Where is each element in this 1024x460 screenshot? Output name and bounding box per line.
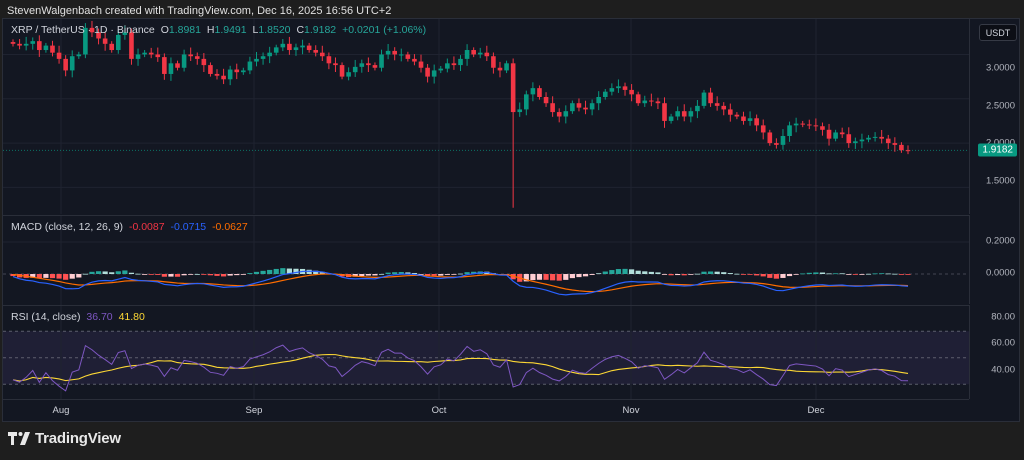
- time-tick-aug: Aug: [52, 405, 70, 416]
- time-tick-sep: Sep: [245, 405, 263, 416]
- price-tick: 1.5000: [985, 175, 1015, 187]
- rsi-legend: RSI (14, close) 36.70 41.80: [11, 311, 148, 323]
- open-label: O: [160, 24, 169, 36]
- rsi-pane[interactable]: RSI (14, close) 36.70 41.80: [3, 305, 969, 400]
- last-price-tag: 1.9182: [978, 143, 1017, 157]
- time-tick-dec: Dec: [807, 405, 825, 416]
- low-label: L: [252, 24, 259, 36]
- candlestick-chart: [3, 19, 969, 214]
- rsi-value: 36.70: [86, 311, 113, 323]
- price-tick: 2.5000: [985, 100, 1015, 112]
- open-value: 1.8981: [168, 24, 201, 36]
- chart-frame: XRP / TetherUS · 1D · Binance O1.8981 H1…: [2, 18, 1020, 422]
- macd-legend: MACD (close, 12, 26, 9) -0.0087 -0.0715 …: [11, 221, 251, 233]
- rsi-ma-value: 41.80: [118, 311, 145, 323]
- time-tick-nov: Nov: [622, 405, 640, 416]
- macd-signal-value: -0.0627: [212, 221, 248, 233]
- change-value: +0.0201 (+1.06%): [342, 24, 427, 36]
- close-value: 1.9182: [304, 24, 337, 36]
- high-label: H: [206, 24, 215, 36]
- high-value: 1.9491: [214, 24, 247, 36]
- tradingview-logo[interactable]: TradingView: [8, 430, 121, 447]
- macd-scale[interactable]: 0.2000 0.0000: [969, 215, 1021, 304]
- rsi-chart: [3, 306, 969, 400]
- rsi-tick: 60.00: [991, 337, 1015, 349]
- currency-button[interactable]: USDT: [979, 24, 1017, 41]
- price-scale[interactable]: USDT 3.0000 2.5000 2.0000 1.5000 1.9182: [969, 19, 1021, 214]
- tradingview-logo-icon: [8, 432, 30, 445]
- brand-name: TradingView: [35, 430, 121, 447]
- time-tick-oct: Oct: [431, 405, 447, 416]
- macd-chart: [3, 216, 969, 305]
- close-label: C: [296, 24, 305, 36]
- macd-pane[interactable]: MACD (close, 12, 26, 9) -0.0087 -0.0715 …: [3, 215, 969, 305]
- macd-line-value: -0.0715: [170, 221, 207, 233]
- macd-tick: 0.0000: [985, 267, 1015, 279]
- time-axis[interactable]: Aug Sep Oct Nov Dec: [3, 399, 969, 421]
- rsi-label[interactable]: RSI (14, close): [11, 311, 81, 323]
- price-pane[interactable]: XRP / TetherUS · 1D · Binance O1.8981 H1…: [3, 19, 969, 214]
- rsi-scale[interactable]: 80.00 60.00 40.00: [969, 305, 1021, 399]
- rsi-tick: 80.00: [991, 311, 1015, 323]
- macd-label[interactable]: MACD (close, 12, 26, 9): [11, 221, 124, 233]
- price-tick: 3.0000: [985, 62, 1015, 74]
- macd-tick: 0.2000: [985, 235, 1015, 247]
- symbol-legend: XRP / TetherUS · 1D · Binance O1.8981 H1…: [11, 24, 429, 36]
- price-tick: 2.0000: [986, 138, 1015, 149]
- macd-histogram-value: -0.0087: [128, 221, 165, 233]
- chart-credit: StevenWalgenbach created with TradingVie…: [7, 5, 392, 17]
- low-value: 1.8520: [258, 24, 291, 36]
- rsi-tick: 40.00: [991, 364, 1015, 376]
- symbol-title[interactable]: XRP / TetherUS · 1D · Binance: [11, 24, 155, 36]
